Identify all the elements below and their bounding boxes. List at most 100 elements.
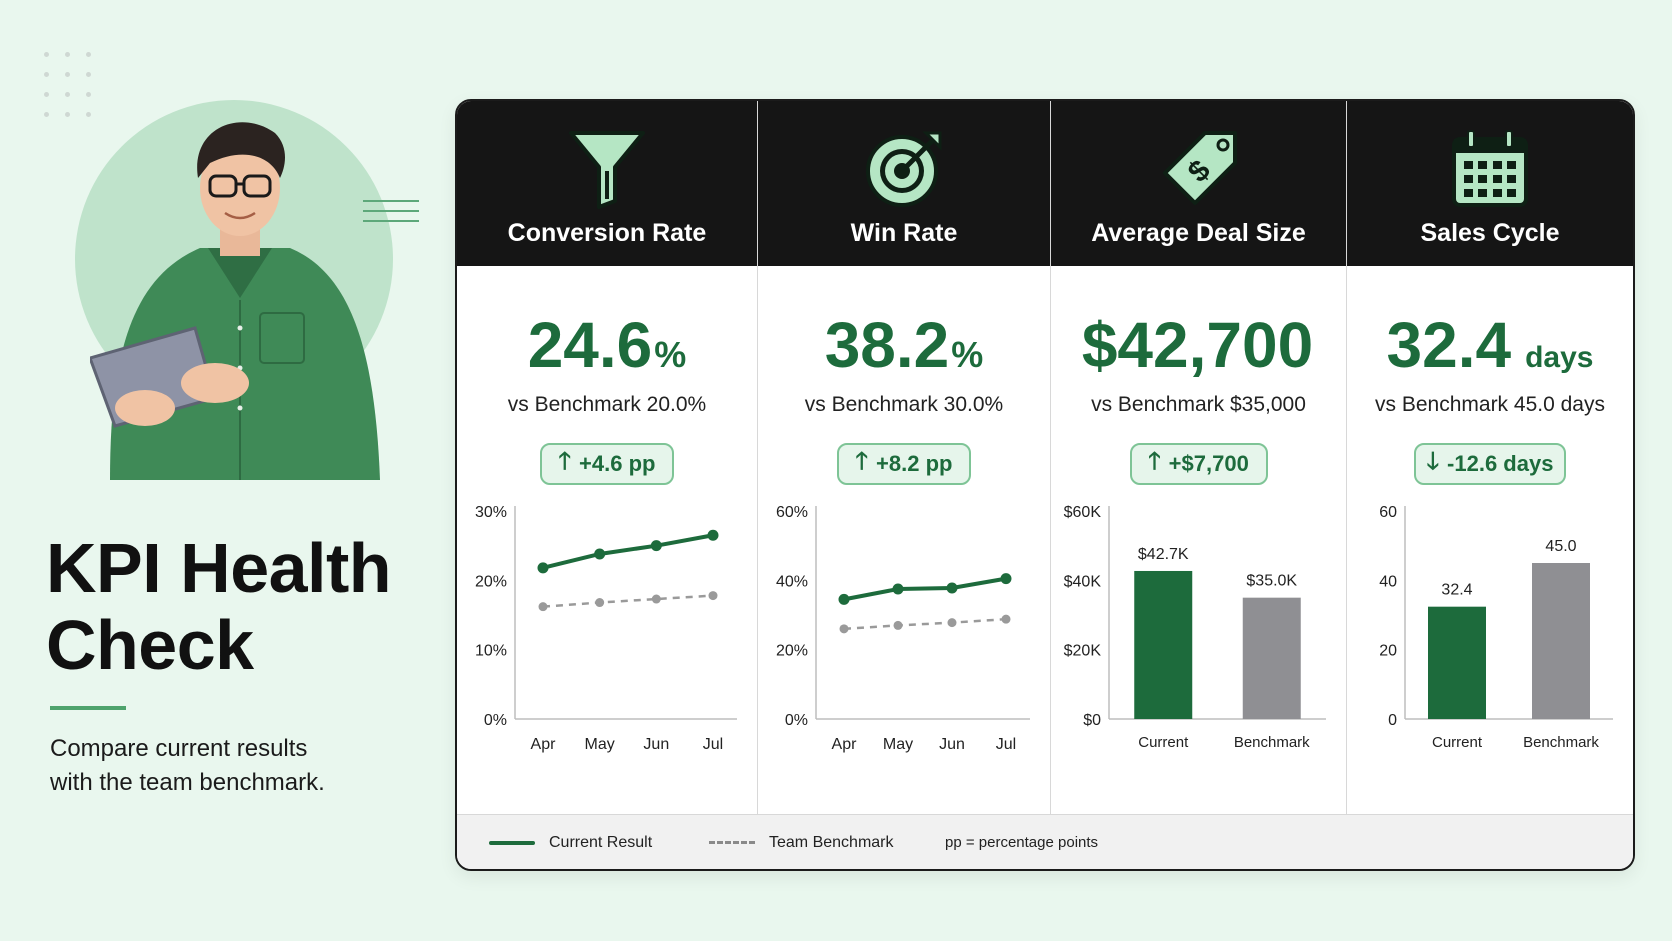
current-data-point	[650, 540, 662, 552]
bar-data-label: $42.7K	[1138, 546, 1189, 563]
x-tick-label: Apr	[832, 736, 858, 753]
average-deal-size-bar-chart: $0 $20K $40K $60K $42.7K Current $35.0K Benchma…	[1064, 504, 1326, 751]
x-tick-label: Jun	[939, 736, 965, 753]
kpi-header: Sales Cycle	[1347, 101, 1633, 266]
funnel-icon	[569, 131, 645, 209]
y-tick-label: 60	[1379, 504, 1397, 521]
kpi-value: 24.6%	[527, 309, 687, 381]
current-data-point	[594, 548, 606, 560]
kpi-title: Sales Cycle	[1420, 219, 1560, 247]
current-data-point	[1000, 573, 1012, 585]
x-tick-label: Benchmark	[1234, 734, 1310, 751]
delta-badge: 🡑 +$7,700	[1129, 443, 1268, 485]
decorative-lines	[363, 200, 419, 230]
benchmark-data-point	[893, 620, 903, 630]
current-data-point	[946, 582, 958, 594]
legend-dashed-line-icon	[709, 841, 755, 844]
kpi-value: 32.4 days	[1386, 309, 1594, 381]
current-series-line	[542, 533, 714, 570]
kpi-benchmark: vs Benchmark 20.0%	[507, 393, 707, 416]
bar-data-label: 45.0	[1545, 538, 1576, 555]
kpi-column-average-deal-size: $ Average Deal Size $42,700 vs Benchmark…	[1051, 101, 1346, 814]
y-tick-label: 60%	[776, 504, 808, 521]
x-tick-label: May	[585, 736, 615, 753]
bar-data-label: $35.0K	[1246, 573, 1297, 590]
benchmark-data-point	[708, 591, 718, 601]
x-tick-label: Benchmark	[1523, 734, 1599, 751]
benchmark-data-point	[538, 602, 548, 612]
dot-grid-decoration	[44, 52, 98, 118]
kpi-column-sales-cycle: Sales Cycle 32.4 days vs Benchmark 45.0 d…	[1347, 101, 1633, 814]
current-data-point	[707, 529, 719, 541]
kpi-column-conversion-rate: Conversion Rate 24.6% vs Benchmark 20.0%…	[457, 101, 757, 814]
title-underline	[50, 706, 126, 710]
arrow-down-icon: 🡓	[1426, 447, 1440, 475]
current-series-line	[843, 576, 1007, 602]
sales-cycle-bar-chart: 0 20 40 60 32.4 Current 45.0 Benchmark	[1379, 504, 1613, 751]
y-tick-label: $40K	[1064, 573, 1102, 590]
benchmark-data-point	[839, 624, 849, 634]
benchmark-data-point	[947, 618, 957, 628]
current-data-point	[537, 562, 549, 574]
delta-badge: 🡑 +8.2 pp	[837, 443, 971, 485]
y-tick-label: 20	[1379, 643, 1397, 660]
kpi-header: Win Rate	[758, 101, 1050, 266]
legend-solid-line-icon	[489, 840, 535, 845]
y-tick-label: 0%	[785, 712, 808, 729]
benchmark-data-point	[651, 594, 661, 604]
benchmark-data-point	[1001, 614, 1011, 624]
price-tag-icon: $	[1162, 131, 1237, 205]
delta-badge: 🡑 +4.6 pp	[540, 443, 674, 485]
y-tick-label: 20%	[475, 573, 507, 590]
target-icon	[866, 131, 942, 207]
y-tick-label: $20K	[1064, 643, 1102, 660]
legend-note: pp = percentage points	[945, 834, 1099, 851]
x-tick-label: Jun	[643, 736, 669, 753]
benchmark-data-point	[595, 598, 605, 608]
arrow-up-icon: 🡑	[558, 447, 572, 475]
current-data-point	[892, 583, 904, 595]
bar-data-label: 32.4	[1441, 582, 1472, 599]
y-tick-label: 0	[1388, 712, 1397, 729]
kpi-benchmark: vs Benchmark $35,000	[1091, 393, 1306, 416]
benchmark-bar	[1242, 597, 1301, 719]
current-bar	[1428, 606, 1486, 719]
x-tick-label: Apr	[531, 736, 557, 753]
arrow-up-icon: 🡑	[1148, 447, 1161, 475]
page-title: KPI Health Check	[46, 529, 392, 684]
benchmark-bar	[1532, 563, 1590, 719]
delta-badge: 🡓 -12.6 days	[1414, 443, 1566, 485]
legend-current: Current Result	[489, 815, 652, 869]
y-tick-label: 20%	[776, 643, 808, 660]
kpi-benchmark: vs Benchmark 45.0 days	[1375, 393, 1605, 416]
kpi-column-win-rate: Win Rate 38.2% vs Benchmark 30.0% 🡑 +8.2 …	[758, 101, 1050, 814]
kpi-title: Win Rate	[850, 219, 958, 247]
chart-legend: Current Result Team Benchmark pp = perce…	[457, 814, 1633, 869]
win-rate-line-chart: 0% 20% 40% 60% Apr May Jun Jul	[776, 504, 1030, 753]
benchmark-series-line	[542, 594, 714, 608]
kpi-title: Average Deal Size	[1091, 219, 1306, 247]
kpi-value: $42,700	[1081, 309, 1314, 381]
kpi-benchmark: vs Benchmark 30.0%	[804, 393, 1004, 416]
arrow-up-icon: 🡑	[855, 447, 869, 475]
legend-benchmark: Team Benchmark	[709, 815, 894, 869]
x-tick-label: Current	[1138, 734, 1189, 751]
kpi-card: Conversion Rate 24.6% vs Benchmark 20.0%…	[455, 99, 1635, 871]
y-tick-label: $0	[1083, 712, 1101, 729]
y-tick-label: 10%	[475, 643, 507, 660]
current-data-point	[838, 593, 850, 605]
page-subtitle: Compare current results with the team ben…	[50, 735, 325, 796]
calendar-icon	[1452, 130, 1528, 207]
x-tick-label: Jul	[703, 736, 723, 753]
y-tick-label: 40	[1379, 573, 1397, 590]
conversion-rate-line-chart: 0% 10% 20% 30% Apr May Jun Jul	[475, 504, 737, 753]
y-tick-label: 0%	[484, 712, 507, 729]
person-with-tablet-illustration	[90, 122, 380, 480]
y-tick-label: 40%	[776, 573, 808, 590]
kpi-title: Conversion Rate	[507, 219, 707, 247]
x-tick-label: Current	[1432, 734, 1483, 751]
y-tick-label: 30%	[475, 504, 507, 521]
y-tick-label: $60K	[1064, 504, 1102, 521]
x-tick-label: May	[883, 736, 913, 753]
kpi-value: 38.2%	[824, 309, 984, 381]
